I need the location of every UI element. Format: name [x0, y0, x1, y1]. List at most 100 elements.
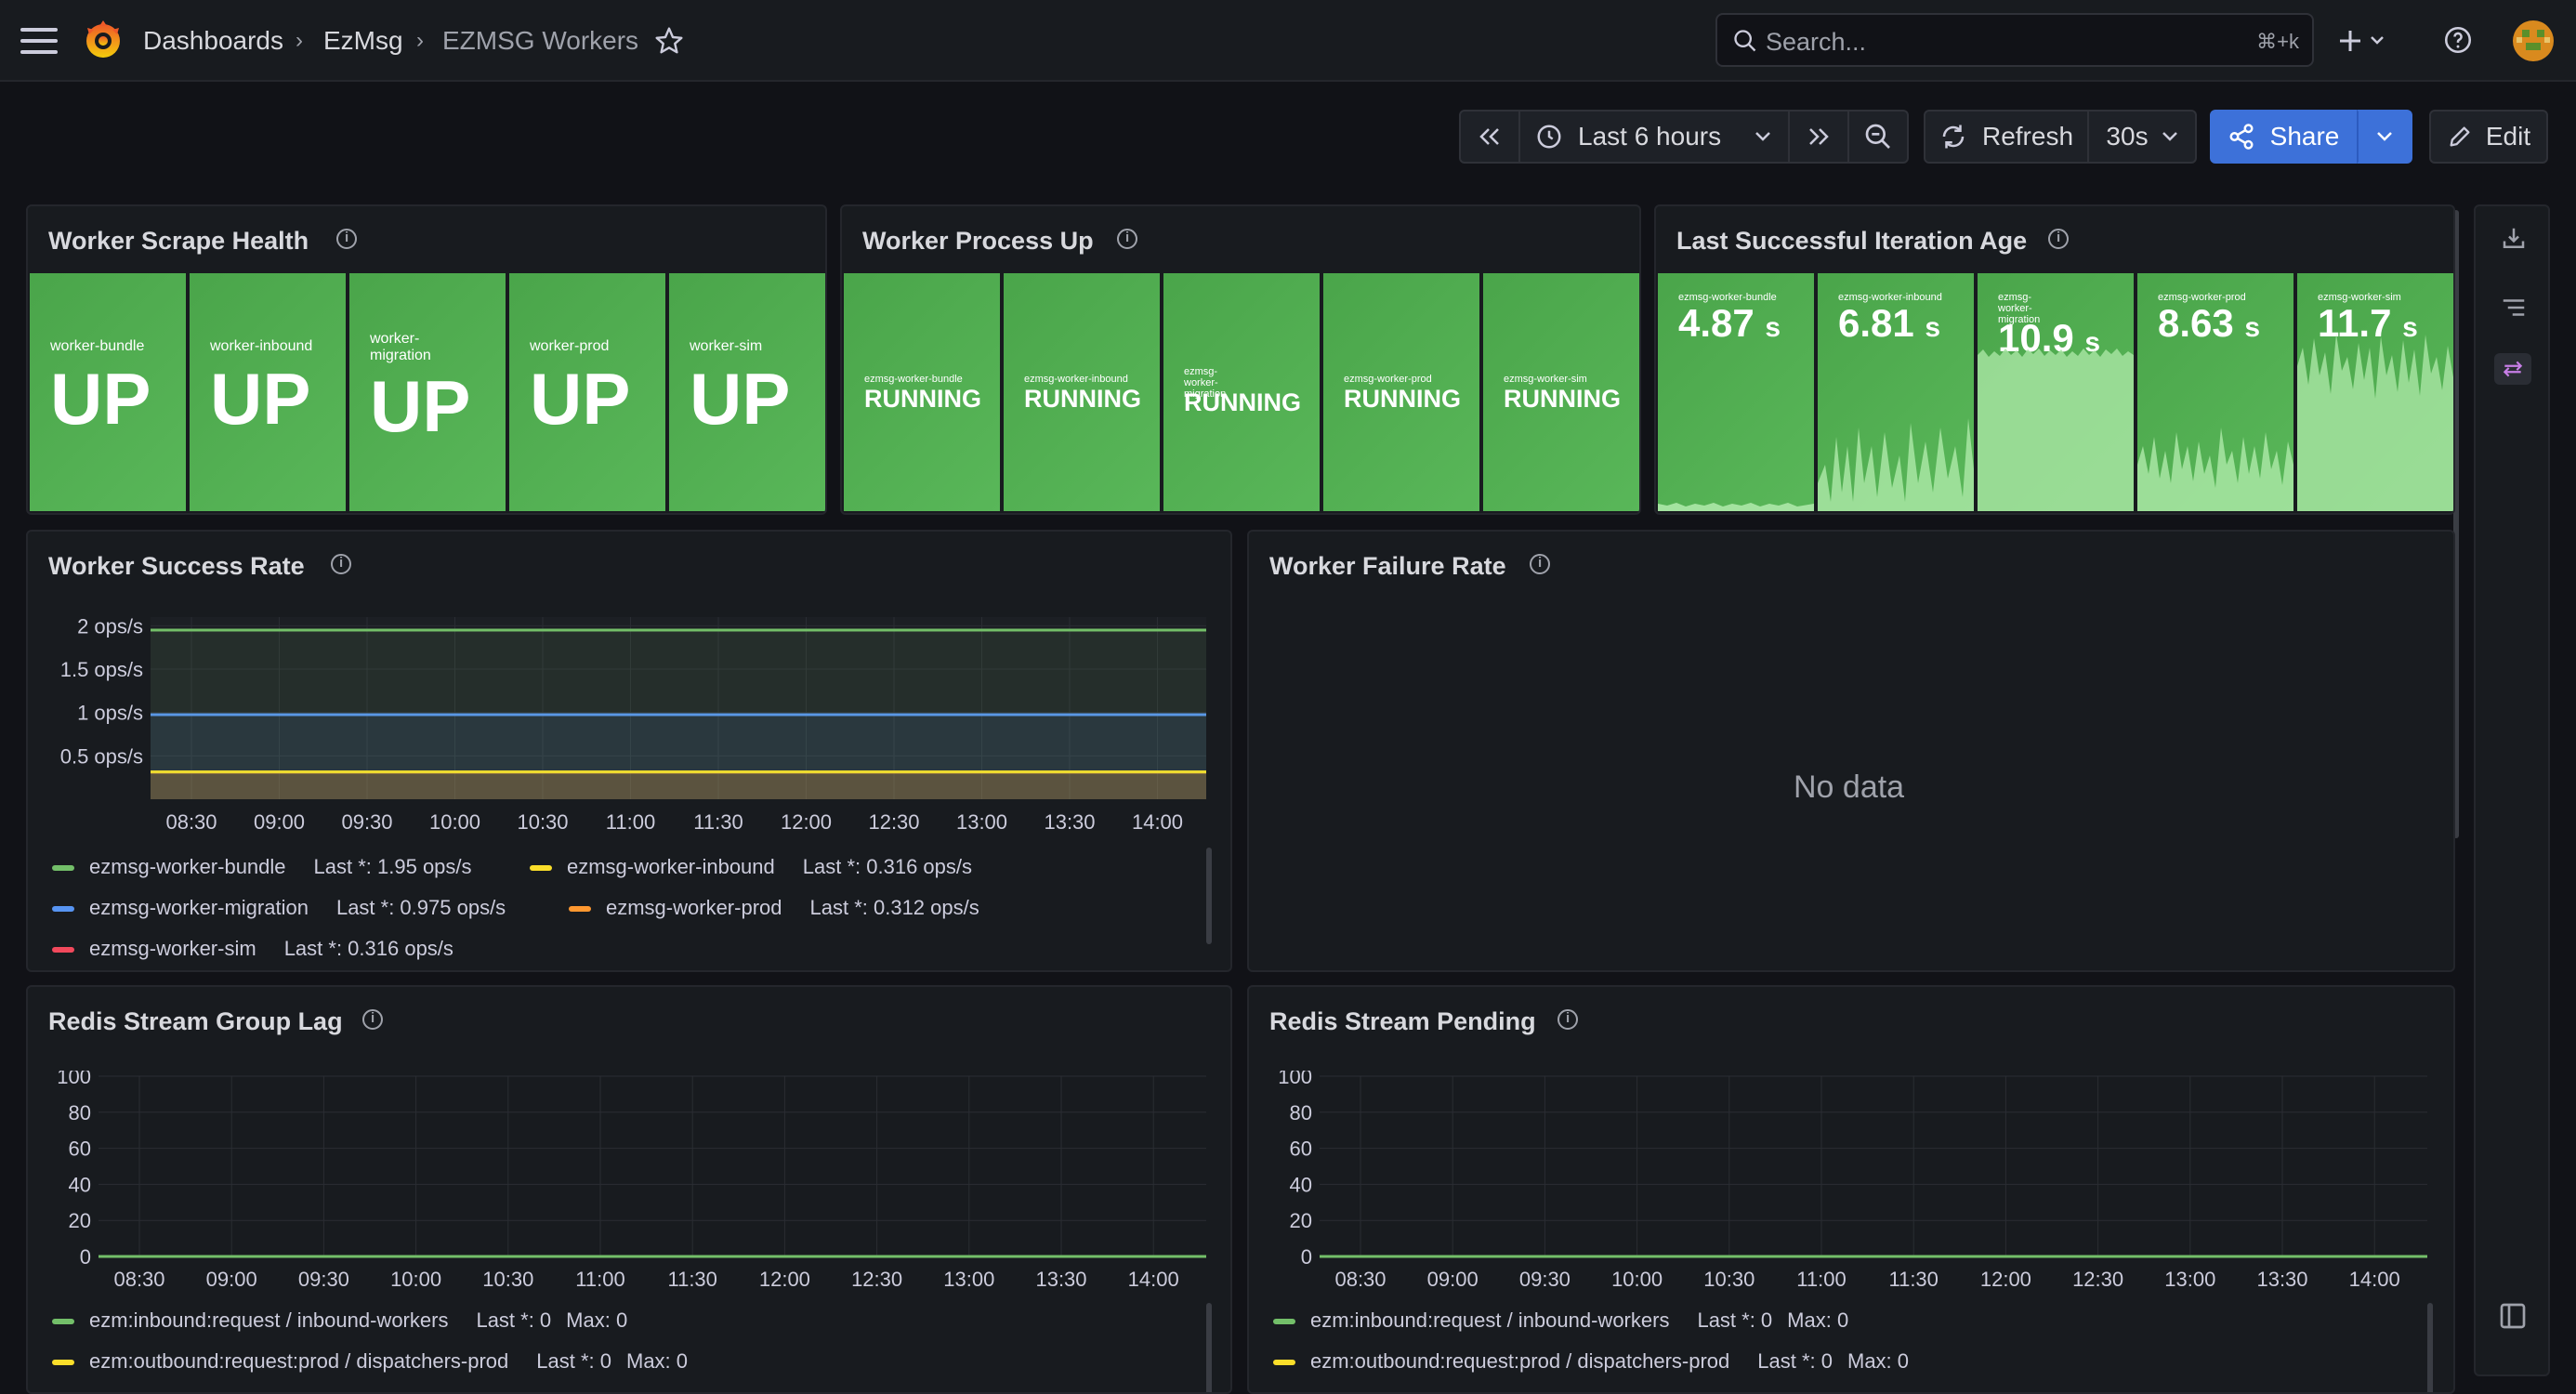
- star-icon[interactable]: [654, 26, 684, 60]
- stat-label: ezmsg-worker-migration: [1998, 292, 2041, 325]
- outline-list-icon[interactable]: [2500, 294, 2528, 322]
- legend-item[interactable]: ezmsg-worker-bundle Last *: 1.95 ops/s: [52, 855, 472, 879]
- panel-redis-pending[interactable]: Redis Stream Pending 08:30 09:00 09:30 10:0…: [1247, 985, 2455, 1394]
- legend-scrollbar[interactable]: [1206, 848, 1212, 944]
- legend-swatch: [569, 906, 591, 913]
- time-range-label: Last 6 hours: [1578, 122, 1722, 151]
- legend-last-value: Last *: 1.95 ops/s: [313, 855, 472, 878]
- legend-scrollbar[interactable]: [2427, 1303, 2433, 1392]
- group-lag-chart[interactable]: 08:30 09:00 09:30 10:00 10:30 11:00 11:30 12:00…: [28, 1071, 1232, 1294]
- stat-tile: ezmsg-worker-prod RUNNING: [1323, 273, 1479, 511]
- search-input[interactable]: Search... ⌘+k: [1715, 13, 2314, 67]
- zoom-out-button[interactable]: [1847, 110, 1909, 164]
- x-tick-label: 09:30: [298, 1268, 349, 1291]
- legend-scrollbar[interactable]: [1206, 1303, 1212, 1392]
- sparkline: [1818, 418, 1974, 511]
- legend-item[interactable]: ezmsg-worker-inbound Last *: 0.316 ops/s: [530, 855, 972, 879]
- stat-value: 8.63 s: [2158, 301, 2261, 345]
- stat-tile: worker-prod UP: [509, 273, 665, 511]
- share-dropdown-button[interactable]: [2357, 110, 2412, 164]
- swap-icon: [2503, 361, 2523, 377]
- legend-item[interactable]: ezmsg-worker-sim Last *: 0.316 ops/s: [52, 937, 453, 961]
- x-tick-label: 12:30: [2072, 1268, 2123, 1291]
- refresh-button[interactable]: Refresh: [1924, 110, 2089, 164]
- breadcrumb-folder[interactable]: EzMsg: [323, 26, 403, 55]
- page-scrollbar[interactable]: [2453, 210, 2459, 838]
- series-area: [151, 771, 1206, 799]
- stat-label: ezmsg-worker-bundle: [1678, 292, 1777, 303]
- legend-item[interactable]: ezm:outbound:request:prod / dispatchers-…: [52, 1349, 688, 1374]
- x-tick-label: 09:00: [254, 810, 305, 834]
- help-icon[interactable]: [2442, 24, 2474, 56]
- y-tick-label: 0.5 ops/s: [60, 744, 143, 768]
- legend-item[interactable]: ezm:inbound:request / inbound-workers Las…: [52, 1309, 627, 1333]
- pending-chart[interactable]: 08:30 09:00 09:30 10:00 10:30 11:00 11:30 12:00…: [1249, 1071, 2455, 1294]
- legend-last-value: Last *: 0.316 ops/s: [283, 937, 453, 960]
- sparkline: [1978, 348, 2134, 511]
- download-icon[interactable]: [2500, 225, 2528, 253]
- x-tick-label: 14:00: [1128, 1268, 1179, 1291]
- legend-swatch: [52, 865, 74, 872]
- right-sidebar: [2474, 204, 2550, 1376]
- dock-panel-icon[interactable]: [2498, 1301, 2528, 1331]
- grafana-logo-icon[interactable]: [82, 17, 125, 61]
- info-icon[interactable]: [362, 1009, 383, 1030]
- panel-worker-failure-rate[interactable]: Worker Failure Rate No data: [1247, 530, 2455, 972]
- panel-title: Redis Stream Pending: [1269, 1007, 1536, 1035]
- legend-item[interactable]: ezm:outbound:request:prod / dispatchers-…: [1273, 1349, 1909, 1374]
- add-new-button[interactable]: [2334, 22, 2390, 59]
- legend-last-value: Last *: 0.316 ops/s: [802, 855, 972, 878]
- stat-tile: worker-sim UP: [669, 273, 825, 511]
- y-tick-label: 0: [80, 1245, 91, 1269]
- plot-area: [151, 617, 1206, 799]
- legend-last-value: Last *: 0: [1697, 1309, 1773, 1332]
- breadcrumb-current: EZMSG Workers: [442, 26, 639, 55]
- stat-value: 6.81 s: [1838, 301, 1941, 345]
- success-rate-chart[interactable]: 08:30 09:00 09:30 10:00 10:30 11:00 11:30 12:00…: [28, 617, 1232, 840]
- panel-title: Worker Process Up: [862, 227, 1094, 255]
- menu-icon[interactable]: [20, 26, 58, 56]
- refresh-interval-picker[interactable]: 30s: [2087, 110, 2197, 164]
- panel-redis-group-lag[interactable]: Redis Stream Group Lag 08:30 09:00 09:30 10…: [26, 985, 1232, 1394]
- series-area: [151, 771, 1206, 799]
- legend-swatch: [52, 947, 74, 953]
- legend-item[interactable]: ezmsg-worker-prod Last *: 0.312 ops/s: [569, 896, 979, 920]
- legend-series-name: ezm:outbound:request:prod / dispatchers-…: [1310, 1349, 1730, 1373]
- info-icon[interactable]: [1530, 554, 1550, 574]
- panel-worker-success-rate[interactable]: Worker Success Rate 08:30 09:00 09:30 10:00…: [26, 530, 1232, 972]
- info-icon[interactable]: [331, 554, 351, 574]
- x-tick-label: 09:00: [1427, 1268, 1479, 1291]
- info-icon[interactable]: [336, 229, 357, 249]
- info-icon[interactable]: [1557, 1009, 1578, 1030]
- series-area: [151, 771, 1206, 799]
- stat-value: RUNNING: [1504, 385, 1621, 413]
- time-range-picker[interactable]: Last 6 hours: [1518, 110, 1790, 164]
- share-button[interactable]: Share: [2210, 110, 2357, 164]
- breadcrumb-dashboards[interactable]: Dashboards: [143, 26, 283, 55]
- time-back-button[interactable]: [1459, 110, 1520, 164]
- x-tick-label: 11:30: [667, 1268, 716, 1291]
- legend-item[interactable]: ezmsg-worker-migration Last *: 0.975 ops/…: [52, 896, 506, 920]
- transform-toggle-button[interactable]: [2494, 353, 2531, 385]
- edit-button[interactable]: Edit: [2429, 110, 2548, 164]
- user-avatar[interactable]: [2513, 20, 2554, 61]
- plot-area: [99, 1076, 1206, 1256]
- y-tick-label: 60: [1290, 1138, 1312, 1161]
- series-area: [151, 630, 1206, 799]
- y-tick-label: 60: [69, 1138, 91, 1161]
- panel-worker-process-up[interactable]: Worker Process Up ezmsg-worker-bundle RU…: [840, 204, 1641, 515]
- stat-tile: worker-inbound UP: [190, 273, 346, 511]
- stat-value: RUNNING: [864, 385, 981, 413]
- panel-worker-scrape-health[interactable]: Worker Scrape Health worker-bundle UP wo…: [26, 204, 827, 515]
- series-area: [151, 715, 1206, 799]
- stat-tile: worker-migration UP: [349, 273, 506, 511]
- panel-last-iteration-age[interactable]: Last Successful Iteration Age ezmsg-work…: [1654, 204, 2455, 515]
- time-forward-button[interactable]: [1788, 110, 1849, 164]
- y-tick-label: 100: [1278, 1071, 1312, 1088]
- stat-tile: ezmsg-worker-sim RUNNING: [1483, 273, 1639, 511]
- info-icon[interactable]: [1117, 229, 1137, 249]
- legend-last-value: Last *: 0: [536, 1349, 611, 1373]
- stat-value: UP: [530, 358, 631, 440]
- info-icon[interactable]: [2048, 229, 2069, 249]
- legend-item[interactable]: ezm:inbound:request / inbound-workers Las…: [1273, 1309, 1848, 1333]
